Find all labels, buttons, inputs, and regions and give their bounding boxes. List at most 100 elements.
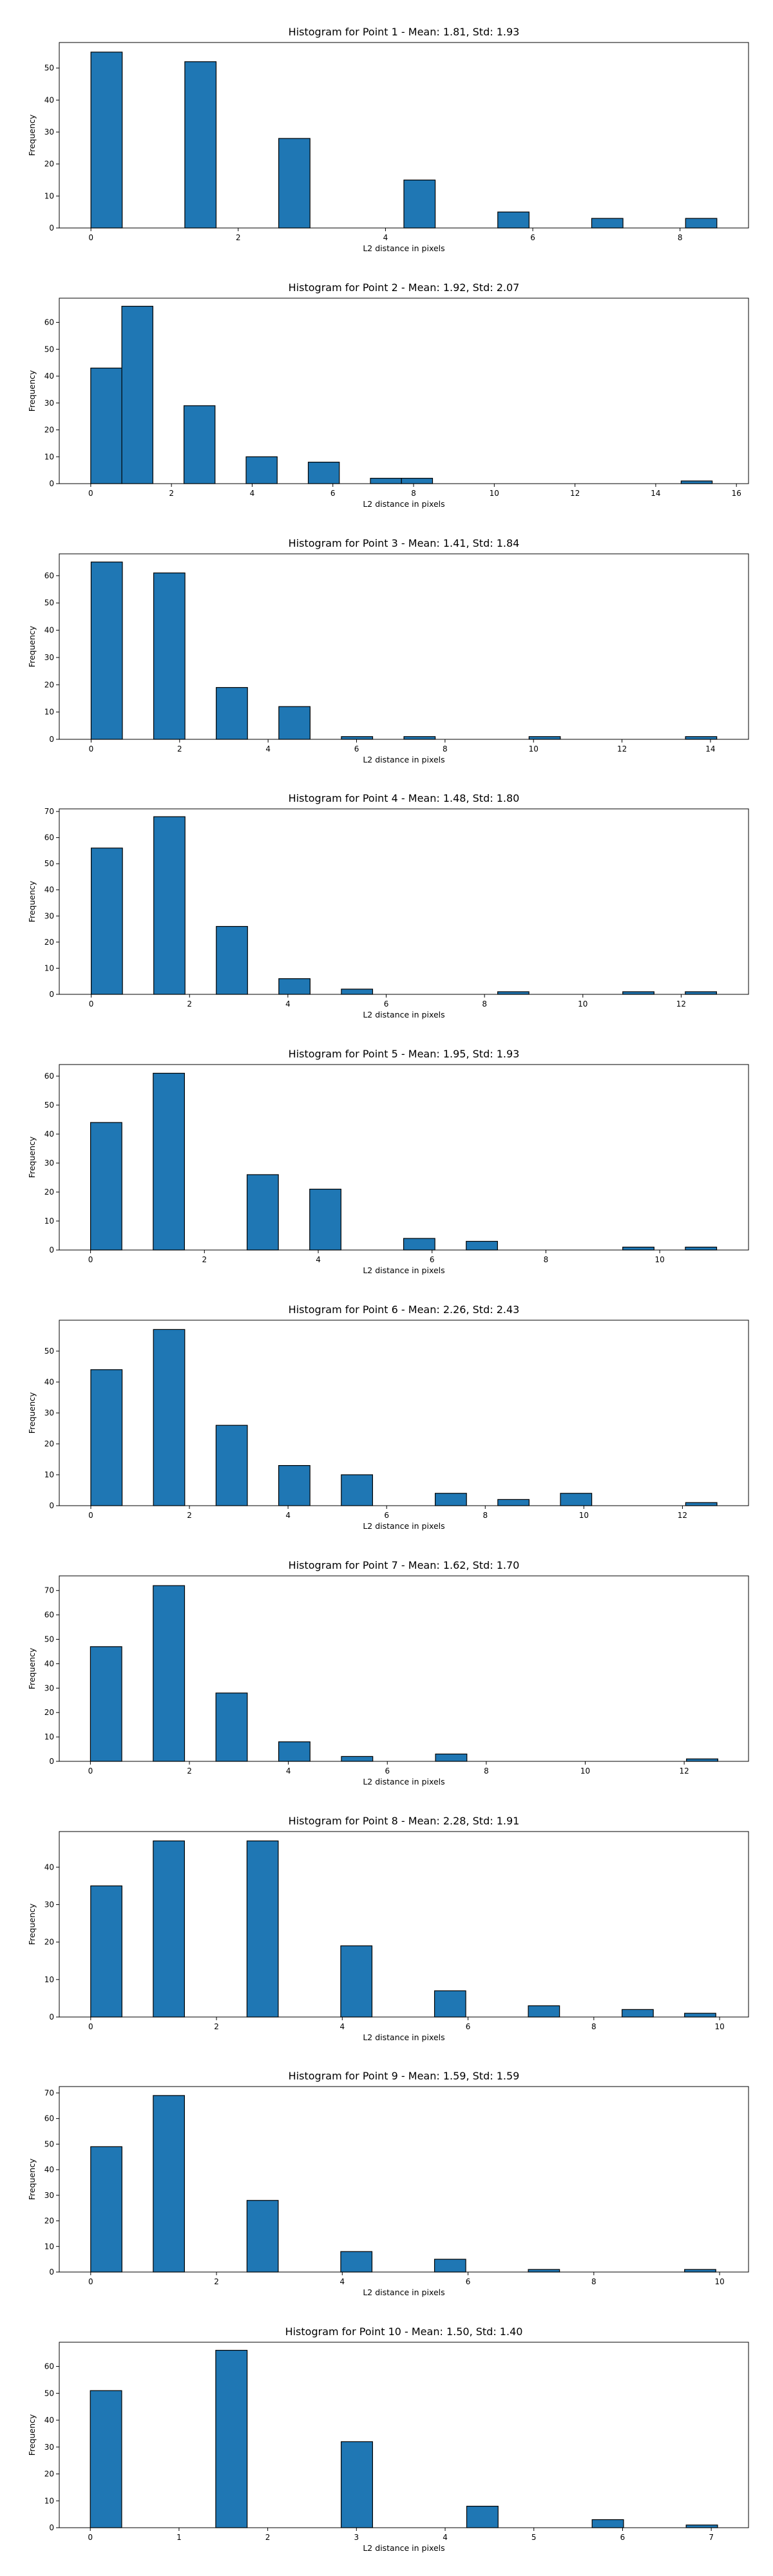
y-tick-label: 20 [44,938,54,947]
histogram-bar [340,1945,373,2018]
histogram-bar [153,573,186,740]
y-axis: 0 10 20 30 40 50 Frequency [27,64,59,232]
histogram-bar [278,706,311,740]
x-tick-label: 2 [236,233,241,242]
y-tick-label: 20 [44,2470,54,2479]
x-axis-label: L2 distance in pixels [363,2032,444,2042]
bars [90,1840,716,2018]
y-tick-label: 10 [44,452,54,461]
histogram-bar [685,218,718,229]
y-tick-label: 20 [44,1188,54,1197]
x-axis-label: L2 distance in pixels [363,1521,444,1531]
histogram-bar [246,2200,279,2273]
x-tick-label: 2 [177,744,182,753]
x-axis: 0 2 4 6 8 10 L2 distance in pixels [88,2272,725,2297]
y-tick-label: 60 [44,571,54,580]
x-tick-label: 6 [466,2277,471,2286]
histogram-bar [246,1840,279,2018]
y-tick-label: 40 [44,1378,54,1387]
histogram-bar [622,1246,654,1251]
x-tick-label: 4 [285,1511,291,1520]
histogram-chart-4: Histogram for Point 4 - Mean: 1.48, Std:… [27,792,749,1019]
y-tick-label: 10 [44,2242,54,2251]
histogram-bar [90,1885,122,2018]
axes-frame [59,1831,749,2018]
histogram-bar [686,1758,718,1762]
x-tick-label: 0 [88,1766,93,1776]
x-tick-label: 12 [617,744,627,753]
x-tick-label: 6 [330,489,336,498]
axes-frame [59,1064,749,1251]
x-tick-label: 0 [89,744,94,753]
y-tick-label: 0 [49,1501,54,1510]
histogram-bar [497,991,530,995]
chart-title: Histogram for Point 3 - Mean: 1.41, Std:… [289,537,520,549]
x-tick-label: 14 [651,489,660,498]
histogram-bar [680,480,713,484]
y-tick-label: 60 [44,1611,54,1620]
x-tick-label: 12 [570,489,580,498]
y-tick-label: 70 [44,807,54,816]
histogram-bar [278,1741,310,1762]
histogram-bar [435,1493,467,1506]
y-tick-label: 0 [49,1245,54,1255]
bars [90,2349,718,2528]
y-axis: 0 10 20 30 40 50 60 Frequency [27,2362,59,2532]
x-axis-label: L2 distance in pixels [363,755,444,764]
y-tick-label: 20 [44,1439,54,1448]
x-axis-label: L2 distance in pixels [363,1777,444,1786]
histogram-bar [403,1238,435,1251]
y-tick-label: 40 [44,1862,54,1871]
histogram-bar [685,2524,718,2528]
x-tick-label: 4 [250,489,255,498]
y-axis-label: Frequency [27,880,37,922]
x-tick-label: 7 [709,2533,714,2542]
x-tick-label: 10 [578,999,587,1009]
histogram-chart-1: Histogram for Point 1 - Mean: 1.81, Std:… [27,26,749,253]
y-tick-label: 10 [44,1732,54,1741]
x-tick-label: 4 [340,2277,345,2286]
x-axis-label: L2 distance in pixels [363,243,444,253]
y-axis-label: Frequency [27,1136,37,1178]
x-tick-label: 8 [443,744,448,753]
x-tick-label: 6 [384,1511,389,1520]
chart-title: Histogram for Point 1 - Mean: 1.81, Std:… [289,26,520,38]
y-axis-label: Frequency [27,2414,37,2456]
y-tick-label: 10 [44,2496,54,2505]
x-tick-label: 14 [705,744,715,753]
axes-frame [59,2086,749,2273]
x-tick-label: 8 [678,233,683,242]
y-axis: 0 10 20 30 40 50 60 70 Frequency [27,807,59,999]
histogram-chart-2: Histogram for Point 2 - Mean: 1.92, Std:… [27,281,749,509]
x-tick-label: 12 [676,999,686,1009]
histogram-bar [528,2269,560,2273]
x-tick-label: 10 [714,2022,724,2031]
histogram-bar [90,367,122,484]
histogram-bar [497,211,530,229]
y-tick-label: 30 [44,128,54,137]
y-tick-label: 40 [44,372,54,381]
x-tick-label: 2 [265,2533,271,2542]
x-tick-label: 0 [88,1255,93,1264]
histogram-bar [184,61,217,229]
x-tick-label: 0 [88,2022,93,2031]
histogram-bar [216,687,248,740]
histogram-bar [497,1499,530,1506]
y-tick-label: 50 [44,345,54,354]
x-tick-label: 12 [678,1511,687,1520]
y-tick-label: 50 [44,64,54,73]
histogram-bar [685,1502,718,1506]
x-tick-label: 2 [187,999,192,1009]
axes-frame [59,808,749,995]
histogram-bar [685,991,717,995]
histogram-bar [153,1329,186,1506]
histogram-bar [684,2012,716,2018]
y-tick-label: 0 [49,479,54,488]
y-tick-label: 20 [44,426,54,435]
x-tick-label: 6 [466,2022,471,2031]
bars [91,816,717,995]
y-tick-label: 0 [49,2268,54,2277]
histogram-bar [153,1072,185,1251]
chart-title: Histogram for Point 9 - Mean: 1.59, Std:… [289,2070,520,2082]
